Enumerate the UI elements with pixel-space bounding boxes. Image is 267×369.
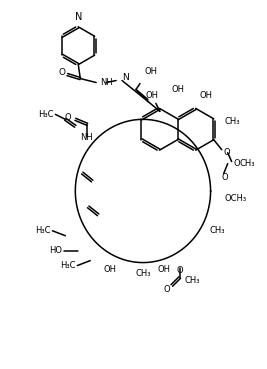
Text: O: O — [59, 68, 66, 77]
Text: NH: NH — [100, 78, 113, 87]
Text: H₃C: H₃C — [60, 261, 75, 270]
Text: OCH₃: OCH₃ — [225, 194, 247, 203]
Text: O: O — [176, 266, 183, 275]
Text: N: N — [74, 12, 82, 22]
Text: O: O — [222, 173, 228, 182]
Text: CH₃: CH₃ — [185, 276, 200, 285]
Text: N: N — [122, 73, 129, 82]
Text: CH₃: CH₃ — [135, 269, 151, 277]
Text: CH₃: CH₃ — [239, 159, 255, 168]
Text: NH: NH — [80, 133, 93, 142]
Text: HO: HO — [49, 246, 62, 255]
Text: OH: OH — [172, 85, 185, 94]
Text: CH₃: CH₃ — [210, 226, 225, 235]
Text: OH: OH — [144, 66, 158, 76]
Text: OH: OH — [104, 265, 117, 273]
Text: OH: OH — [200, 92, 213, 100]
Text: H₃C: H₃C — [35, 226, 50, 235]
Text: O: O — [234, 159, 240, 168]
Text: OH: OH — [145, 92, 158, 100]
Text: OH: OH — [158, 265, 171, 273]
Text: O: O — [65, 113, 71, 122]
Text: CH₃: CH₃ — [225, 117, 240, 126]
Text: H₃C: H₃C — [38, 110, 53, 119]
Text: O: O — [163, 285, 170, 294]
Text: O: O — [224, 148, 230, 157]
